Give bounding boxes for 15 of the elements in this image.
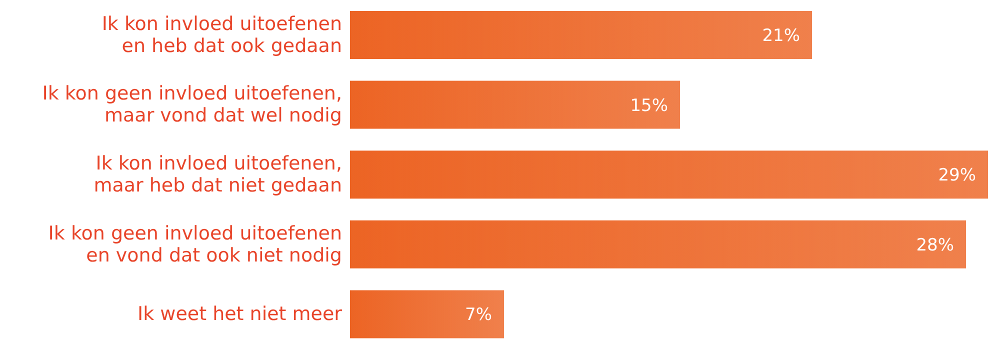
data-label: 21% xyxy=(762,26,800,46)
bar xyxy=(350,80,680,129)
y-tick-label: Ik kon invloed uitoefenen en heb dat ook gedaan xyxy=(102,12,342,57)
y-tick-label: Ik kon invloed uitoefenen, maar heb dat niet gedaan xyxy=(94,152,342,196)
data-label: 15% xyxy=(630,96,668,116)
y-tick-label: Ik kon geen invloed uitoefenen en vond dat ook niet nodig xyxy=(48,222,342,266)
data-label: 29% xyxy=(938,166,976,186)
bar xyxy=(350,150,988,199)
data-label: 7% xyxy=(465,305,492,326)
bar xyxy=(350,11,812,59)
y-tick-label: Ik weet het niet meer xyxy=(138,303,342,326)
y-tick-label: Ik kon geen invloed uitoefenen, maar vond dat wel nodig xyxy=(42,82,342,127)
bar xyxy=(350,220,966,268)
bar xyxy=(350,290,504,338)
data-label: 28% xyxy=(916,235,954,256)
